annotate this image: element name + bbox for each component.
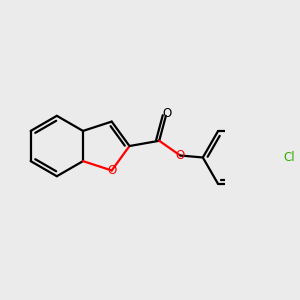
Text: O: O xyxy=(176,149,185,162)
Text: Cl: Cl xyxy=(283,151,295,164)
Text: O: O xyxy=(163,107,172,120)
Text: O: O xyxy=(107,164,116,177)
